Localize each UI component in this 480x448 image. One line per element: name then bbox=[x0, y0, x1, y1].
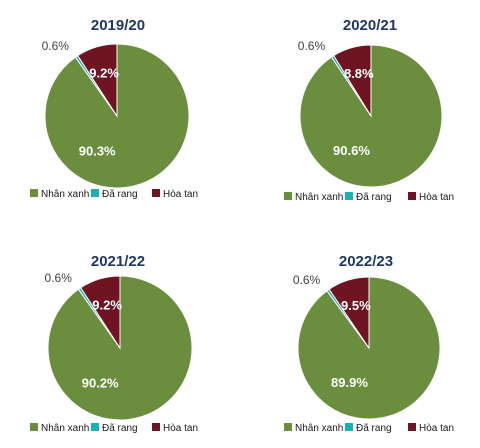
data-label-nhan-xanh: 90.3% bbox=[79, 143, 116, 158]
legend-label: Hòa tan bbox=[163, 423, 198, 434]
legend-label: Hòa tan bbox=[163, 189, 198, 200]
legend-label: Nhân xanh bbox=[295, 192, 343, 203]
data-label-da-rang: 0.6% bbox=[293, 273, 321, 287]
data-label-hoa-tan: 9.5% bbox=[341, 298, 371, 313]
legend-swatch bbox=[91, 423, 99, 431]
legend-swatch bbox=[408, 192, 416, 200]
data-label-nhan-xanh: 89.9% bbox=[331, 375, 368, 390]
legend-hoa-tan: Hòa tan bbox=[408, 192, 454, 203]
legend-swatch bbox=[91, 189, 99, 197]
chart-title: 2022/23 bbox=[339, 253, 393, 270]
legend-swatch bbox=[30, 189, 38, 197]
chart-title: 2020/21 bbox=[343, 17, 397, 34]
legend-label: Nhân xanh bbox=[41, 189, 89, 200]
chart-title: 2019/20 bbox=[91, 17, 145, 34]
data-label-da-rang: 0.6% bbox=[298, 39, 326, 53]
legend-hoa-tan: Hòa tan bbox=[152, 189, 198, 200]
pie-chart-1: 2019/20 90.3% 9.2% 0.6% Nhân xanh Đã rang Hòa … bbox=[30, 17, 198, 200]
legend-swatch bbox=[152, 189, 160, 197]
legend-label: Đã rang bbox=[356, 423, 392, 434]
data-label-hoa-tan: 9.2% bbox=[89, 66, 119, 81]
legend-label: Hòa tan bbox=[419, 423, 454, 434]
legend-label: Nhân xanh bbox=[295, 423, 343, 434]
legend-swatch bbox=[30, 423, 38, 431]
legend-nhan-xanh: Nhân xanh bbox=[30, 423, 89, 434]
legend-label: Đã rang bbox=[356, 192, 392, 203]
pie-chart-2: 2020/21 90.6% 8.8% 0.6% Nhân xanh Đã rang Hòa … bbox=[284, 17, 454, 203]
legend-nhan-xanh: Nhân xanh bbox=[30, 189, 89, 200]
legend-swatch bbox=[408, 423, 416, 431]
slice-hoa-tan bbox=[328, 276, 370, 350]
data-label-hoa-tan: 8.8% bbox=[344, 66, 374, 81]
data-label-da-rang: 0.6% bbox=[42, 39, 70, 53]
legend-da-rang: Đã rang bbox=[345, 192, 392, 203]
legend-swatch bbox=[345, 192, 353, 200]
pie-chart-3: 2021/22 90.2% 9.2% 0.6% Nhân xanh Đã rang Hòa … bbox=[30, 253, 198, 434]
legend-label: Đã rang bbox=[102, 189, 138, 200]
legend-da-rang: Đã rang bbox=[91, 423, 138, 434]
data-label-nhan-xanh: 90.6% bbox=[333, 143, 370, 158]
chart-title: 2021/22 bbox=[91, 253, 145, 270]
slice-hoa-tan bbox=[333, 44, 372, 118]
legend-label: Hòa tan bbox=[419, 192, 454, 203]
legend-da-rang: Đã rang bbox=[91, 189, 138, 200]
legend-hoa-tan: Hòa tan bbox=[408, 423, 454, 434]
legend-swatch bbox=[284, 192, 292, 200]
data-label-da-rang: 0.6% bbox=[45, 271, 73, 285]
legend-label: Đã rang bbox=[102, 423, 138, 434]
legend-da-rang: Đã rang bbox=[345, 423, 392, 434]
legend-label: Nhân xanh bbox=[41, 423, 89, 434]
legend-nhan-xanh: Nhân xanh bbox=[284, 192, 343, 203]
pie-chart-4: 2022/23 89.9% 9.5% 0.6% Nhân xanh Đã rang Hòa … bbox=[284, 253, 454, 434]
data-label-nhan-xanh: 90.2% bbox=[82, 375, 119, 390]
legend-swatch bbox=[345, 423, 353, 431]
legend-hoa-tan: Hòa tan bbox=[152, 423, 198, 434]
data-label-hoa-tan: 9.2% bbox=[92, 298, 122, 313]
legend-swatch bbox=[152, 423, 160, 431]
legend-nhan-xanh: Nhân xanh bbox=[284, 423, 343, 434]
slice-hoa-tan bbox=[77, 43, 118, 118]
slice-hoa-tan bbox=[79, 275, 121, 350]
legend-swatch bbox=[284, 423, 292, 431]
